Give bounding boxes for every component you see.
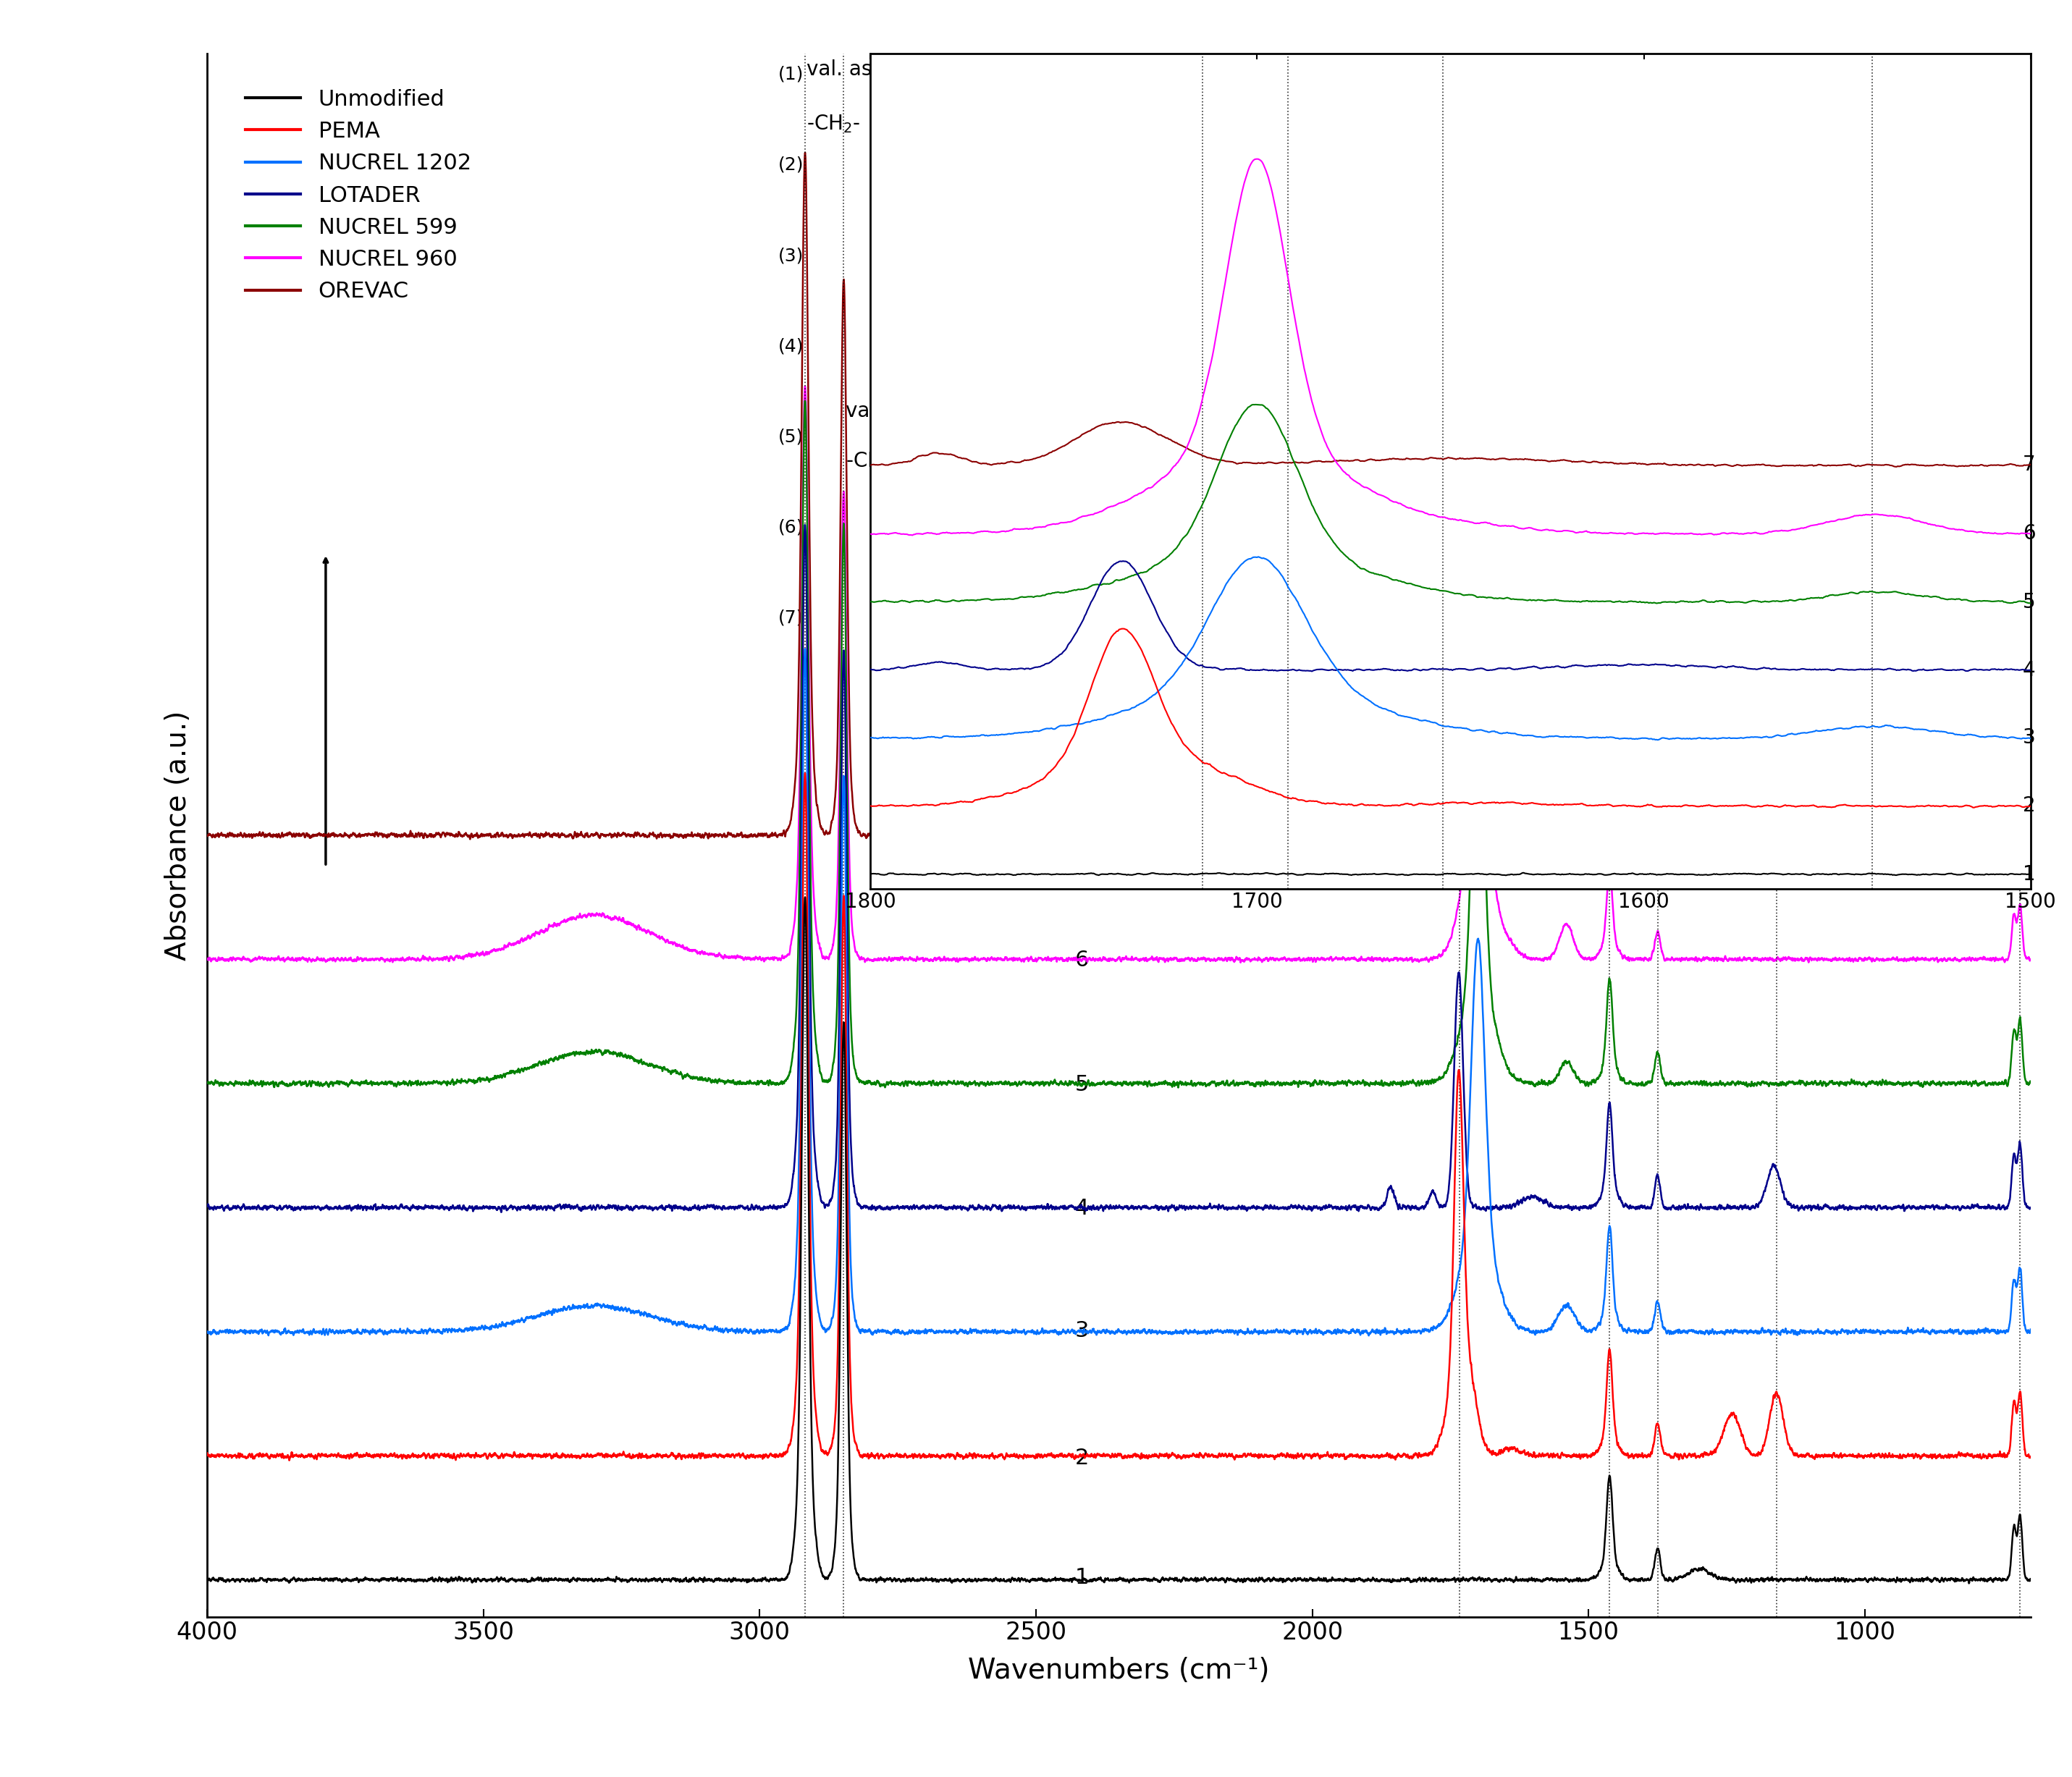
Text: def.: def. bbox=[1958, 656, 1993, 673]
Text: (6): (6) bbox=[779, 519, 804, 537]
Text: (4): (4) bbox=[779, 338, 804, 355]
Text: 7: 7 bbox=[1075, 825, 1088, 846]
Text: 4: 4 bbox=[1075, 1198, 1088, 1219]
Text: 4: 4 bbox=[2022, 659, 2035, 681]
Text: def. asym.: def. asym. bbox=[1461, 643, 1560, 661]
Text: val. sym.: val. sym. bbox=[845, 402, 937, 421]
X-axis label: Wavenumbers (cm⁻¹): Wavenumbers (cm⁻¹) bbox=[968, 1656, 1270, 1685]
Text: C=O: C=O bbox=[1378, 730, 1423, 748]
Text: 3: 3 bbox=[1075, 1320, 1088, 1342]
Legend: Unmodified, PEMA, NUCREL 1202, LOTADER, NUCREL 599, NUCREL 960, OREVAC: Unmodified, PEMA, NUCREL 1202, LOTADER, … bbox=[236, 80, 481, 311]
Text: -CH$_2$-: -CH$_2$- bbox=[806, 114, 860, 135]
Text: -CH$_2$-: -CH$_2$- bbox=[845, 450, 899, 473]
Text: (7): (7) bbox=[779, 610, 804, 627]
Y-axis label: Absorbance (a.u.): Absorbance (a.u.) bbox=[164, 711, 193, 960]
Text: -O-: -O- bbox=[1763, 656, 1794, 673]
Text: -CH$_3$: -CH$_3$ bbox=[1490, 704, 1533, 723]
Text: (2): (2) bbox=[779, 156, 804, 174]
Text: 5: 5 bbox=[1075, 1075, 1088, 1095]
Text: (3): (3) bbox=[779, 247, 804, 265]
Text: 7: 7 bbox=[2022, 455, 2035, 474]
Text: 6: 6 bbox=[1075, 949, 1088, 970]
Text: 6: 6 bbox=[2022, 524, 2035, 544]
Text: -CH$_2$-: -CH$_2$- bbox=[1950, 729, 2002, 748]
Text: 2: 2 bbox=[2022, 796, 2035, 816]
Text: 3: 3 bbox=[2022, 727, 2035, 748]
Text: (1): (1) bbox=[779, 66, 804, 84]
Text: 5: 5 bbox=[2022, 592, 2035, 613]
Text: val. asym.: val. asym. bbox=[806, 59, 910, 80]
Text: 1: 1 bbox=[2022, 864, 2035, 885]
Text: O-C=O: O-C=O bbox=[1368, 656, 1434, 673]
Text: -CH: -CH bbox=[1571, 816, 1606, 835]
Text: def. asym.: def. asym. bbox=[1539, 753, 1639, 773]
Text: 2: 2 bbox=[1075, 1448, 1088, 1470]
Text: 1: 1 bbox=[1075, 1567, 1088, 1589]
Text: (5): (5) bbox=[779, 428, 804, 446]
